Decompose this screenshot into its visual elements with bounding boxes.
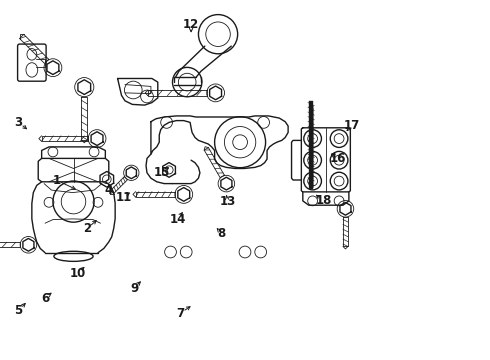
Text: 16: 16 [330, 152, 346, 165]
Text: 3: 3 [15, 116, 23, 129]
Text: 11: 11 [115, 191, 132, 204]
Text: 2: 2 [83, 222, 91, 235]
Text: 14: 14 [169, 213, 186, 226]
Text: 4: 4 [105, 184, 113, 197]
Text: 1: 1 [52, 174, 60, 186]
Text: 6: 6 [41, 292, 49, 305]
Text: 5: 5 [15, 304, 23, 317]
Text: 15: 15 [153, 166, 170, 179]
Text: 18: 18 [315, 194, 332, 207]
Text: 8: 8 [218, 227, 225, 240]
Text: 7: 7 [176, 307, 184, 320]
Text: 17: 17 [343, 119, 360, 132]
Text: 13: 13 [219, 195, 236, 208]
Text: 9: 9 [130, 282, 138, 294]
Text: 12: 12 [183, 18, 199, 31]
Text: 10: 10 [69, 267, 86, 280]
